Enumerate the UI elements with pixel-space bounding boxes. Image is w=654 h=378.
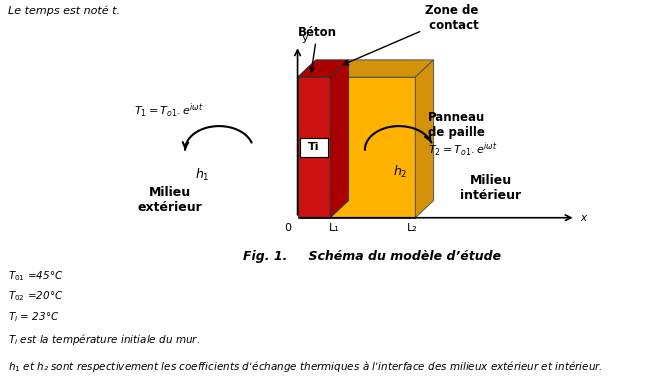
Text: $T_i$ est la température initiale du mur.: $T_i$ est la température initiale du mur… [8,332,199,347]
Polygon shape [300,138,328,157]
Text: Ti: Ti [308,143,320,152]
Text: Milieu
extérieur: Milieu extérieur [137,186,203,214]
Text: y: y [302,33,309,43]
Text: Panneau
de paille: Panneau de paille [428,111,486,139]
Text: Fig. 1.: Fig. 1. [243,250,288,263]
Text: $T_{02}$ =20°C: $T_{02}$ =20°C [8,290,63,303]
Text: L₁: L₁ [329,223,339,233]
Polygon shape [298,77,330,218]
Text: $T_i$ = 23°C: $T_i$ = 23°C [8,310,60,324]
Polygon shape [330,60,434,77]
Text: $T_1 = T_{o1}.e^{i\omega t}$: $T_1 = T_{o1}.e^{i\omega t}$ [134,102,203,120]
Text: x: x [581,213,587,223]
Polygon shape [298,60,349,77]
Text: Zone de
 contact: Zone de contact [343,4,479,65]
Polygon shape [330,77,415,218]
Text: Schéma du modèle d’étude: Schéma du modèle d’étude [291,250,501,263]
Text: 0: 0 [284,223,291,233]
Polygon shape [330,60,349,218]
Text: $T_{01}$ =45°C: $T_{01}$ =45°C [8,269,63,283]
Text: L₂: L₂ [407,223,417,233]
Polygon shape [415,60,434,218]
Text: Milieu
intérieur: Milieu intérieur [460,174,521,202]
Text: Béton: Béton [298,26,337,72]
Text: $T_2 = T_{o1}.e^{i\omega t}$: $T_2 = T_{o1}.e^{i\omega t}$ [428,141,498,159]
Text: Le temps est noté t.: Le temps est noté t. [8,6,120,16]
Text: $h_1$ et h₂ sont respectivement les coefficients d’échange thermiques à l’interf: $h_1$ et h₂ sont respectivement les coef… [8,359,603,374]
Text: $h_2$: $h_2$ [393,164,407,180]
Text: $h_1$: $h_1$ [196,167,210,183]
